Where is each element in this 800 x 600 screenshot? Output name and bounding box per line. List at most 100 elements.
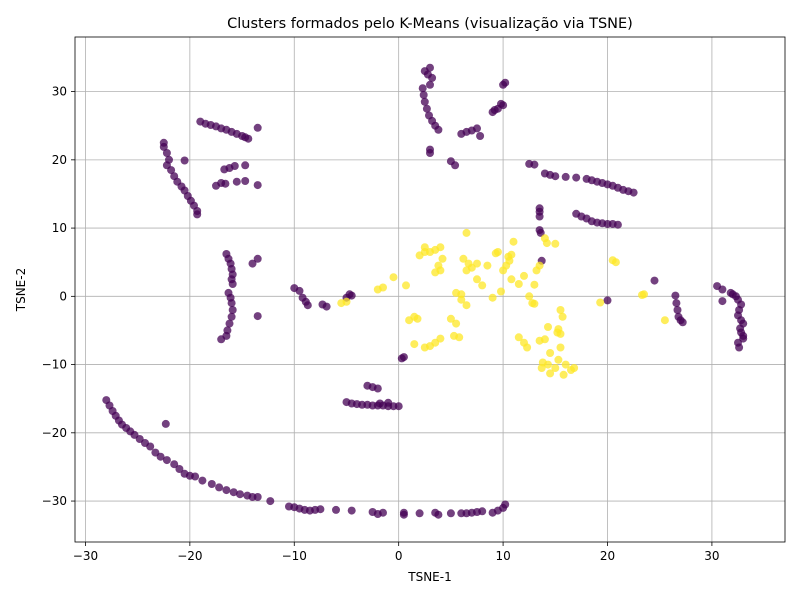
scatter-point-cluster-1 xyxy=(478,281,487,290)
scatter-point-cluster-1 xyxy=(342,297,351,306)
scatter-point-cluster-0 xyxy=(629,188,638,197)
scatter-point-cluster-0 xyxy=(228,280,237,288)
scatter-point-cluster-0 xyxy=(227,299,236,308)
scatter-point-cluster-0 xyxy=(476,132,485,140)
scatter-point-cluster-0 xyxy=(193,210,202,219)
scatter-point-cluster-0 xyxy=(373,384,382,393)
scatter-point-cluster-1 xyxy=(596,298,605,307)
scatter-point-cluster-1 xyxy=(509,237,518,246)
scatter-point-cluster-1 xyxy=(446,314,455,323)
scatter-point-cluster-1 xyxy=(553,328,562,337)
scatter-point-cluster-0 xyxy=(162,456,171,465)
scatter-point-cluster-0 xyxy=(399,353,408,362)
scatter-point-cluster-1 xyxy=(530,280,539,289)
scatter-point-cluster-0 xyxy=(332,505,340,514)
scatter-point-cluster-0 xyxy=(478,507,487,516)
scatter-point-cluster-1 xyxy=(462,228,471,237)
scatter-point-cluster-0 xyxy=(295,286,304,295)
scatter-point-cluster-1 xyxy=(473,259,481,268)
scatter-point-cluster-0 xyxy=(501,500,510,509)
scatter-point-cluster-0 xyxy=(419,91,428,99)
scatter-point-cluster-0 xyxy=(241,161,250,170)
scatter-point-cluster-0 xyxy=(536,228,545,237)
scatter-point-cluster-0 xyxy=(347,506,356,515)
scatter-point-cluster-1 xyxy=(413,314,422,323)
scatter-point-cluster-1 xyxy=(558,312,567,321)
scatter-point-cluster-0 xyxy=(426,80,434,89)
scatter-point-cluster-0 xyxy=(229,488,238,497)
scatter-point-cluster-1 xyxy=(559,370,568,379)
scatter-point-cluster-1 xyxy=(544,323,552,331)
scatter-point-cluster-0 xyxy=(156,452,165,461)
scatter-point-cluster-0 xyxy=(159,142,168,151)
scatter-point-cluster-0 xyxy=(561,172,570,181)
scatter-point-cluster-1 xyxy=(473,275,481,284)
scatter-point-cluster-0 xyxy=(253,181,262,190)
scatter-point-cluster-1 xyxy=(379,283,387,292)
plot-frame xyxy=(74,36,786,543)
scatter-point-cluster-0 xyxy=(446,509,455,518)
scatter-point-cluster-1 xyxy=(462,266,471,275)
scatter-point-cluster-0 xyxy=(379,508,387,517)
scatter-point-cluster-1 xyxy=(570,364,579,372)
scatter-point-cluster-0 xyxy=(180,156,189,165)
scatter-point-cluster-1 xyxy=(540,335,549,344)
scatter-point-cluster-0 xyxy=(375,399,384,408)
x-tick-label: −30 xyxy=(73,549,98,563)
scatter-point-cluster-1 xyxy=(507,275,516,284)
scatter-point-cluster-0 xyxy=(451,161,460,170)
scatter-point-cluster-1 xyxy=(438,254,447,263)
scatter-point-cluster-0 xyxy=(146,442,155,451)
scatter-point-cluster-1 xyxy=(497,287,505,296)
scatter-point-cluster-0 xyxy=(221,179,230,188)
scatter-point-cluster-0 xyxy=(253,493,262,501)
scatter-point-cluster-0 xyxy=(217,335,226,344)
scatter-point-cluster-1 xyxy=(514,280,523,288)
scatter-point-cluster-0 xyxy=(232,177,241,186)
axis-ticks: −30 −20 −10 0 10 20 30 −30 −20 −10 0 10 20 30 xyxy=(42,85,720,563)
x-tick-label: 10 xyxy=(495,549,510,563)
scatter-point-cluster-1 xyxy=(499,266,508,275)
scatter-point-cluster-0 xyxy=(170,460,179,469)
scatter-point-cluster-1 xyxy=(459,254,468,263)
scatter-point-cluster-0 xyxy=(215,483,224,492)
y-tick-label: 20 xyxy=(52,153,67,167)
scatter-point-cluster-0 xyxy=(718,285,727,294)
scatter-point-cluster-1 xyxy=(546,349,555,357)
scatter-point-cluster-0 xyxy=(426,149,434,157)
scatter-point-cluster-1 xyxy=(457,295,466,304)
scatter-point-cluster-1 xyxy=(431,268,440,277)
scatter-point-cluster-1 xyxy=(420,248,429,256)
scatter-point-cluster-0 xyxy=(735,343,744,352)
scatter-point-cluster-0 xyxy=(718,297,727,306)
scatter-point-cluster-0 xyxy=(678,318,687,327)
x-tick-label: −10 xyxy=(282,549,307,563)
scatter-point-cluster-1 xyxy=(462,301,471,310)
scatter-point-cluster-0 xyxy=(207,480,216,488)
scatter-point-cluster-1 xyxy=(436,243,445,252)
scatter-point-cluster-1 xyxy=(542,239,551,248)
scatter-point-cluster-0 xyxy=(535,212,544,221)
scatter-point-cluster-0 xyxy=(673,306,682,314)
scatter-point-cluster-0 xyxy=(384,398,393,407)
scatter-point-cluster-0 xyxy=(253,123,262,132)
scatter-point-cluster-0 xyxy=(175,465,184,473)
scatter-point-cluster-0 xyxy=(672,299,681,308)
scatter-point-cluster-0 xyxy=(434,510,443,519)
scatter-point-cluster-0 xyxy=(501,78,510,87)
scatter-point-cluster-0 xyxy=(230,162,239,170)
x-tick-label: −20 xyxy=(177,549,202,563)
scatter-point-cluster-1 xyxy=(483,261,492,270)
scatter-point-cluster-1 xyxy=(491,249,500,258)
scatter-point-cluster-0 xyxy=(248,259,257,268)
scatter-point-cluster-0 xyxy=(650,276,659,285)
scatter-point-cluster-1 xyxy=(436,334,445,343)
scatter-point-cluster-0 xyxy=(225,319,234,328)
y-tick-label: −20 xyxy=(42,426,67,440)
scatter-point-cluster-1 xyxy=(660,316,669,325)
scatter-point-cluster-0 xyxy=(253,312,262,321)
scatter-point-cluster-0 xyxy=(613,220,622,229)
scatter-point-cluster-0 xyxy=(415,509,424,518)
